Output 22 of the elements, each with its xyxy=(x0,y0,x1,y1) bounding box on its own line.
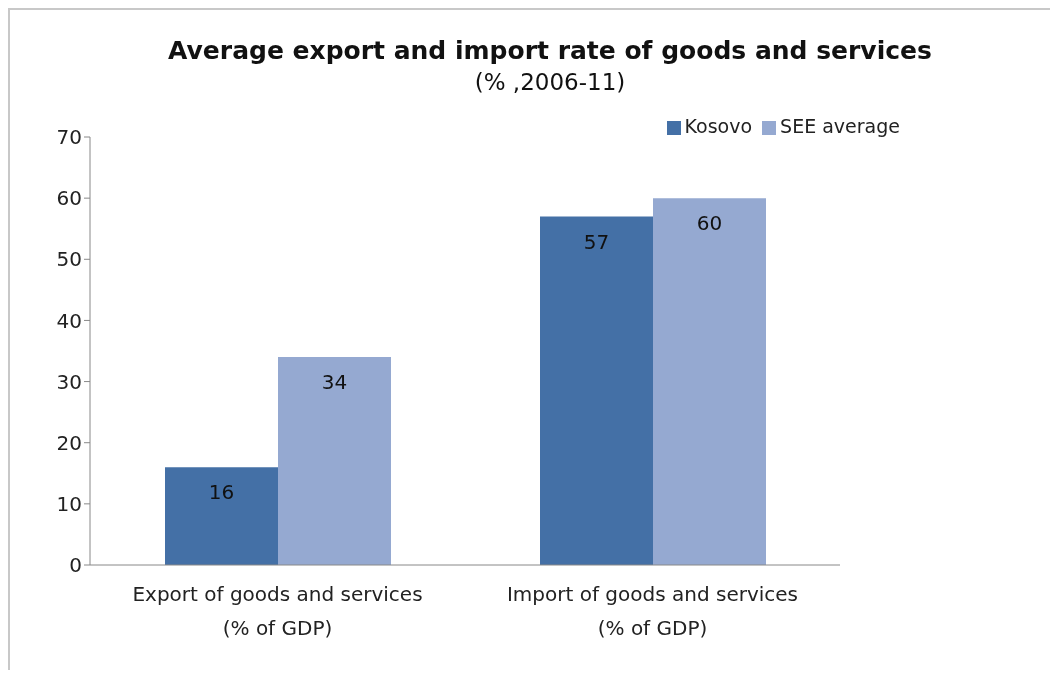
y-tick-label: 30 xyxy=(56,369,82,394)
legend-label: Kosovo xyxy=(684,115,753,137)
legend-label: SEE average xyxy=(780,115,900,137)
x-tick-label: Export of goods and services (% of GDP) xyxy=(132,582,423,640)
data-label: 34 xyxy=(321,370,348,395)
chart-subtitle: (% ,2006-11) xyxy=(473,69,627,95)
y-tick-label: 10 xyxy=(56,491,82,516)
y-tick-label: 60 xyxy=(56,186,82,211)
data-label: 60 xyxy=(696,211,723,236)
data-label: 57 xyxy=(583,229,610,254)
x-tick-label: Import of goods and services (% of GDP) xyxy=(506,582,799,640)
chart-title: Average export and import rate of goods and services xyxy=(167,36,933,65)
y-tick-label: 40 xyxy=(56,308,82,333)
bar xyxy=(653,198,766,565)
y-tick-label: 70 xyxy=(56,125,82,150)
y-tick-label: 50 xyxy=(56,247,82,272)
bar xyxy=(278,357,391,565)
y-tick-label: 20 xyxy=(56,430,82,455)
y-tick-label: 0 xyxy=(69,553,82,578)
bar xyxy=(540,216,653,565)
data-label: 16 xyxy=(208,480,235,505)
bar xyxy=(165,467,278,565)
